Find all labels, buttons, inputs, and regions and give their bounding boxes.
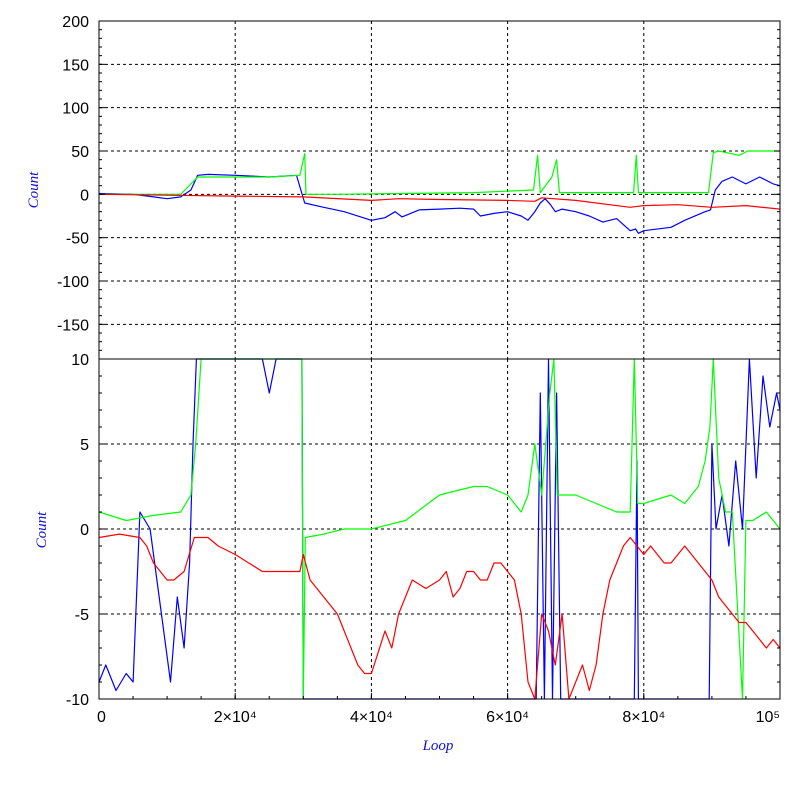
top-series-line-0	[98, 173, 781, 234]
x-tick-label-5: 10⁵	[756, 709, 780, 726]
bot-ytick-label-1: 5	[80, 437, 89, 454]
top-ytick-label-7: -150	[57, 317, 89, 334]
bot-series-line-2	[98, 533, 781, 700]
bottom-panel-y-label: Count	[34, 511, 50, 549]
x-tick-label-4: 8×10⁴	[622, 709, 665, 726]
top-series-line-2	[98, 193, 781, 210]
bot-ytick-label-2: 0	[80, 522, 89, 539]
top-ytick-label-1: 150	[62, 57, 89, 74]
top-panel-series	[98, 150, 781, 234]
top-panel-grid	[99, 21, 780, 359]
x-tick-label-1: 2×10⁴	[214, 709, 257, 726]
x-axis-label: Loop	[422, 738, 454, 754]
top-series-line-1	[99, 150, 780, 195]
top-ytick-label-3: 50	[71, 144, 89, 161]
bottom-panel: 10 5 0 -5 -10 0 2×10⁴ 4×10⁴ 6×10⁴ 8×10⁴ 10⁵ Count…	[34, 352, 781, 754]
top-ytick-label-6: -100	[57, 274, 89, 291]
top-ytick-label-2: 100	[62, 101, 89, 118]
x-tick-label-3: 6×10⁴	[486, 709, 529, 726]
x-tick-label-0: 0	[97, 709, 106, 726]
top-ytick-label-0: 200	[62, 14, 89, 31]
x-tick-label-2: 4×10⁴	[350, 709, 393, 726]
top-panel-y-ticks: 200 150 100 50 0 -50 -100 -150	[57, 14, 780, 360]
bot-ytick-label-3: -5	[75, 607, 89, 624]
top-panel: 200 150 100 50 0 -50 -100 -150 Count	[26, 14, 781, 360]
bottom-panel-x-ticks: 0 2×10⁴ 4×10⁴ 6×10⁴ 8×10⁴ 10⁵	[97, 693, 781, 726]
top-panel-y-label: Count	[26, 171, 42, 209]
top-ytick-label-5: -50	[66, 231, 89, 248]
bot-ytick-label-4: -10	[66, 692, 89, 709]
bottom-panel-y-ticks: 10 5 0 -5 -10	[66, 352, 780, 709]
top-ytick-label-4: 0	[80, 187, 89, 204]
bot-ytick-label-0: 10	[71, 352, 89, 369]
